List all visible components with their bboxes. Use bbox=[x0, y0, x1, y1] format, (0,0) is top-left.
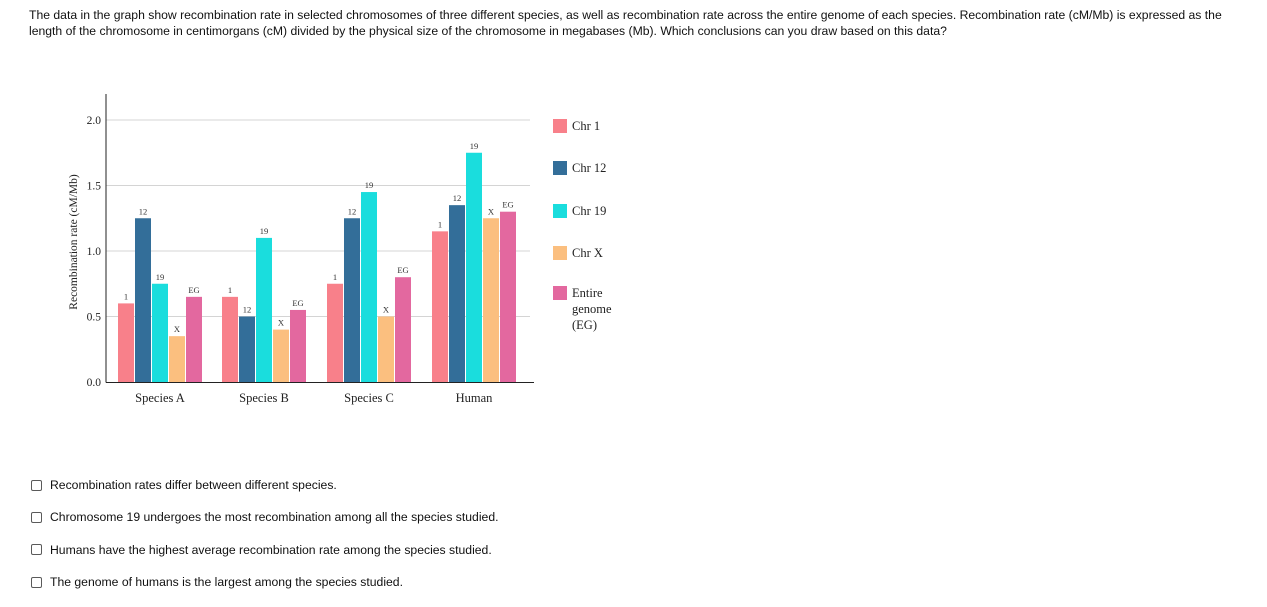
bar-data-label: X bbox=[174, 324, 180, 334]
option-1[interactable]: Recombination rates differ between diffe… bbox=[31, 477, 498, 493]
bar bbox=[344, 218, 360, 382]
legend-label: Chr 1 bbox=[572, 119, 600, 133]
x-category-label: Species A bbox=[135, 391, 185, 405]
checkbox-1[interactable] bbox=[31, 479, 42, 491]
x-category-label: Species C bbox=[344, 391, 394, 405]
bar bbox=[432, 231, 448, 382]
bar bbox=[135, 218, 151, 382]
y-tick-label: 1.0 bbox=[87, 246, 102, 258]
bar bbox=[327, 283, 343, 382]
y-axis-label: Recombination rate (cM/Mb) bbox=[68, 174, 80, 310]
bar bbox=[466, 152, 482, 382]
checkbox-2[interactable] bbox=[31, 511, 42, 523]
bar-data-label: 1 bbox=[438, 219, 442, 229]
legend-label: Chr X bbox=[572, 246, 603, 260]
bar bbox=[256, 237, 272, 382]
legend-label: genome bbox=[572, 302, 612, 316]
bar-data-label: 12 bbox=[348, 206, 357, 216]
option-4[interactable]: The genome of humans is the largest amon… bbox=[31, 574, 498, 590]
bar bbox=[273, 329, 289, 382]
bar-data-label: EG bbox=[292, 298, 303, 308]
legend-swatch bbox=[553, 119, 567, 133]
bar bbox=[152, 283, 168, 382]
legend-swatch bbox=[553, 286, 567, 300]
legend-swatch bbox=[553, 161, 567, 175]
bar-data-label: 1 bbox=[124, 291, 128, 301]
bar bbox=[222, 296, 238, 382]
bar-data-label: 12 bbox=[453, 193, 462, 203]
bar-data-label: 19 bbox=[156, 272, 165, 282]
option-3[interactable]: Humans have the highest average recombin… bbox=[31, 542, 498, 558]
bar-data-label: 1 bbox=[228, 285, 232, 295]
bar-data-label: EG bbox=[188, 285, 199, 295]
y-tick-label: 0.0 bbox=[87, 377, 102, 389]
bar-data-label: 19 bbox=[260, 226, 269, 236]
option-2[interactable]: Chromosome 19 undergoes the most recombi… bbox=[31, 509, 498, 525]
bar bbox=[483, 218, 499, 382]
legend-label: Chr 19 bbox=[572, 204, 606, 218]
bar bbox=[395, 277, 411, 382]
bar-data-label: X bbox=[488, 206, 494, 216]
legend-label: Entire bbox=[572, 286, 603, 300]
option-4-label: The genome of humans is the largest amon… bbox=[50, 575, 403, 590]
legend-swatch bbox=[553, 246, 567, 260]
checkbox-3[interactable] bbox=[31, 544, 42, 556]
question-text: The data in the graph show recombination… bbox=[29, 8, 1222, 38]
bar bbox=[361, 192, 377, 382]
option-3-label: Humans have the highest average recombin… bbox=[50, 542, 492, 557]
legend-label: Chr 12 bbox=[572, 161, 606, 175]
bar-data-label: 12 bbox=[139, 206, 148, 216]
bar-data-label: 12 bbox=[243, 305, 252, 315]
legend-label: (EG) bbox=[572, 318, 597, 332]
y-tick-label: 0.5 bbox=[87, 312, 102, 324]
option-1-label: Recombination rates differ between diffe… bbox=[50, 478, 337, 492]
bar-data-label: EG bbox=[502, 200, 513, 210]
bar bbox=[449, 205, 465, 382]
bar bbox=[500, 211, 516, 382]
bar bbox=[169, 336, 185, 382]
checkbox-4[interactable] bbox=[31, 576, 42, 588]
y-tick-label: 2.0 bbox=[87, 115, 102, 127]
bar bbox=[239, 316, 255, 382]
option-2-label: Chromosome 19 undergoes the most recombi… bbox=[50, 510, 499, 525]
bar-data-label: 19 bbox=[365, 180, 374, 190]
x-category-label: Species B bbox=[239, 391, 289, 405]
answer-options: Recombination rates differ between diffe… bbox=[31, 477, 498, 607]
x-category-label: Human bbox=[456, 391, 494, 405]
bar-data-label: 19 bbox=[470, 141, 479, 151]
bar-data-label: EG bbox=[397, 265, 408, 275]
y-tick-label: 1.5 bbox=[87, 181, 102, 193]
bar-data-label: X bbox=[383, 305, 389, 315]
bar-data-label: X bbox=[278, 318, 284, 328]
bar bbox=[118, 303, 134, 382]
bar bbox=[290, 309, 306, 382]
bar-data-label: 1 bbox=[333, 272, 337, 282]
bar bbox=[378, 316, 394, 382]
legend-swatch bbox=[553, 204, 567, 218]
bar bbox=[186, 296, 202, 382]
